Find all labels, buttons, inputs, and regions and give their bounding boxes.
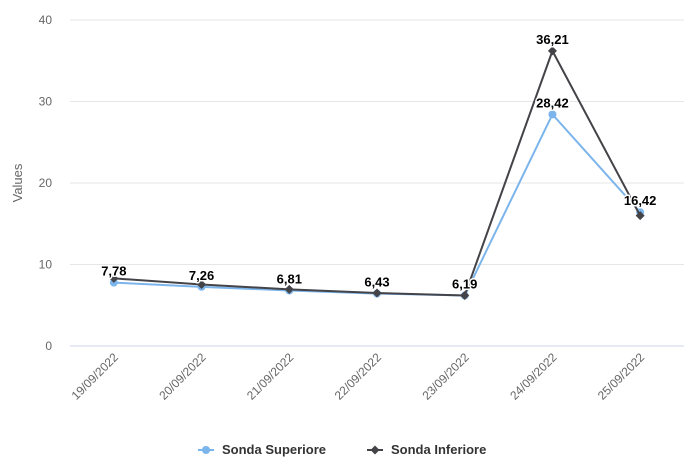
data-labels: 7,78 7,26 6,81 6,43 6,19 36,21 28,42 16,42: [100, 30, 658, 293]
point-marker: [548, 110, 557, 119]
x-tick-label: 19/09/2022: [69, 350, 122, 403]
series-group: [109, 46, 645, 300]
x-axis: 19/09/2022 20/09/2022 21/09/2022 22/09/2022…: [69, 350, 648, 403]
x-tick-label: 25/09/2022: [595, 350, 648, 403]
data-label: 16,42: [624, 193, 657, 208]
legend: Sonda Superiore Sonda Inferiore: [198, 442, 486, 457]
legend-item-label: Sonda Superiore: [222, 442, 326, 457]
data-label: 7,78: [101, 264, 126, 279]
y-axis-title: Values: [10, 163, 25, 202]
y-tick-label: 10: [39, 258, 53, 272]
x-tick-label: 21/09/2022: [244, 350, 297, 403]
x-tick-label: 24/09/2022: [507, 350, 560, 403]
data-label: 28,42: [536, 95, 569, 110]
x-tick-label: 22/09/2022: [332, 350, 385, 403]
y-tick-label: 40: [39, 13, 53, 27]
y-tick-label: 20: [39, 176, 53, 190]
point-marker: [109, 273, 119, 283]
data-label: 36,21: [536, 32, 569, 47]
y-axis-ticks: 0 10 20 30 40: [39, 13, 53, 353]
point-marker: [635, 211, 645, 221]
legend-marker: [370, 445, 380, 455]
point-marker: [460, 290, 470, 300]
y-tick-label: 30: [39, 95, 53, 109]
y-tick-label: 0: [45, 339, 52, 353]
data-label: 6,81: [277, 271, 302, 286]
x-tick-label: 20/09/2022: [156, 350, 209, 403]
data-label: 6,19: [452, 277, 477, 292]
gridlines: [70, 19, 684, 347]
point-marker: [284, 284, 294, 294]
point-marker: [197, 279, 207, 289]
point-marker: [372, 288, 382, 298]
x-tick-label: 23/09/2022: [419, 350, 472, 403]
data-label: 6,43: [364, 275, 389, 290]
data-label: 7,26: [189, 268, 214, 283]
point-marker: [547, 46, 557, 56]
series-line-2: [113, 49, 642, 297]
legend-marker: [202, 446, 210, 454]
legend-item-label: Sonda Inferiore: [391, 442, 486, 457]
